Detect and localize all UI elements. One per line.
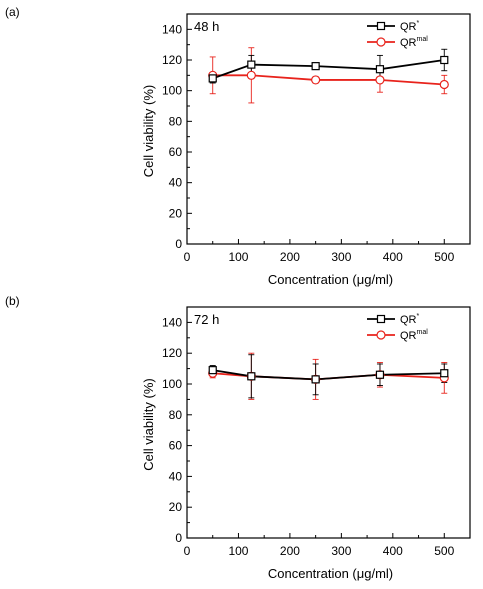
series-qr-mal [209,47,448,104]
x-tick-label: 500 [434,544,454,558]
x-axis-label: Concentration (μg/ml) [268,272,393,287]
y-tick-label: 140 [162,22,182,36]
y-tick-label: 140 [162,315,182,329]
legend-label-superscript: * [417,20,420,27]
chart-panel-a: (a) 0 100 200 300 400 500 0 20 40 60 80 100 120 140 Con… [5,5,471,287]
data-point [311,62,320,71]
data-point [247,60,256,69]
x-tick-label: 0 [184,544,191,558]
panel-label: (b) [5,294,20,308]
legend-label-main: QR [400,330,417,342]
data-point [375,75,385,85]
data-point [375,65,385,74]
x-tick-label: 200 [280,544,300,558]
legend-marker [376,330,386,340]
y-tick-label: 120 [162,346,182,360]
legend-label-main: QR [400,314,417,326]
y-tick-label: 0 [175,531,182,545]
y-tick-label: 80 [169,408,183,422]
x-tick-label: 500 [434,250,454,264]
chart-panel-b: (b) 0 100 200 300 400 500 0 20 40 60 80 100 120 140 Con… [5,294,471,581]
x-tick-label: 400 [383,544,403,558]
legend-label-main: QR [400,37,417,49]
series-qr [209,48,448,84]
y-tick-label: 60 [169,439,183,453]
x-tick-label: 200 [280,250,300,264]
x-tick-label: 100 [228,544,248,558]
y-axis-label: Cell viability (%) [141,85,156,177]
data-point [208,366,217,375]
data-point [375,370,385,379]
y-tick-label: 100 [162,377,182,391]
legend-label: QR* [400,20,420,33]
time-annotation: 72 h [194,312,219,327]
data-point [440,55,449,65]
panel-label: (a) [5,5,20,19]
y-tick-label: 120 [162,53,182,67]
data-point [246,70,256,80]
data-point [440,369,449,378]
y-tick-label: 40 [169,469,183,483]
x-tick-label: 300 [331,250,351,264]
y-tick-label: 0 [175,237,182,251]
legend-marker [376,314,386,324]
x-tick-label: 300 [331,544,351,558]
y-tick-label: 100 [162,84,182,98]
x-axis-label: Concentration (μg/ml) [268,566,393,581]
x-tick-label: 0 [184,250,191,264]
legend-label: QRmal [400,329,428,342]
y-tick-label: 40 [169,176,183,190]
legend-label-superscript: * [417,313,420,320]
series-qr-mal [209,352,448,400]
legend-label: QR* [400,313,420,326]
x-tick-label: 100 [228,250,248,264]
y-tick-label: 60 [169,145,183,159]
y-tick-label: 20 [169,500,183,514]
legend-label-superscript: mal [417,36,429,43]
legend-marker [376,37,386,47]
plot-frame [186,306,471,539]
data-point [311,375,320,384]
data-point [247,372,256,381]
data-point [439,79,449,90]
y-tick-label: 20 [169,206,183,220]
x-tick-label: 400 [383,250,403,264]
legend-label-main: QR [400,21,417,33]
plot-frame [186,13,471,245]
y-tick-label: 80 [169,114,183,128]
time-annotation: 48 h [194,19,219,34]
legend-label-superscript: mal [417,329,429,336]
legend-marker [376,21,386,31]
legend-label: QRmal [400,36,428,49]
data-point [311,75,321,85]
data-point [208,74,217,83]
y-axis-label: Cell viability (%) [141,378,156,470]
